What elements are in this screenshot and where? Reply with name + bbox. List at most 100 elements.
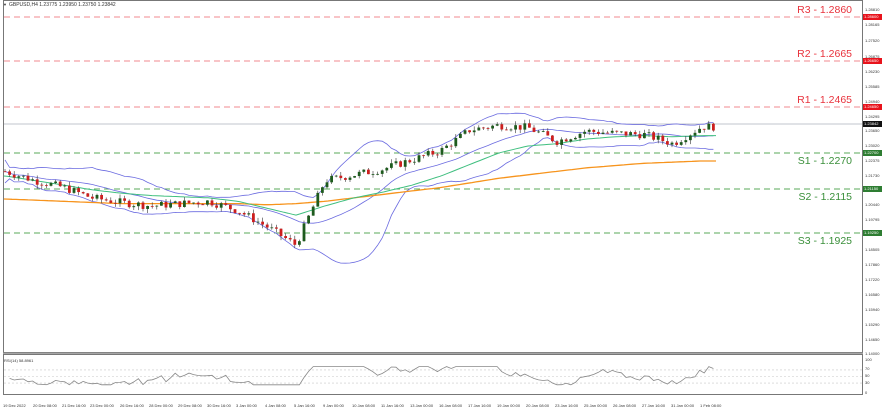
candle-body [574,137,577,140]
candle-body [468,130,471,133]
candle-body [288,238,292,240]
time-tick: 5 Jan 16:00 [294,403,315,408]
candle-body [615,130,619,132]
rsi-tick: 50 [865,373,870,378]
candle-body [500,124,504,130]
candle-body [698,128,701,133]
candle-body [91,196,94,199]
candle-body [339,175,343,179]
candle-body [206,200,209,205]
candle-body [233,209,237,213]
candle-body [270,227,274,229]
candle-body [652,132,655,140]
candle-body [707,123,711,130]
time-tick: 31 Jan 00:00 [671,403,695,408]
price-tag: 1.19250 [863,230,882,236]
price-tick: 1.22375 [865,158,880,163]
candle-body [261,221,264,225]
candle-body [201,204,205,206]
candle-body [178,201,182,208]
candle-body [505,129,508,131]
candle-body [495,124,499,126]
candle-body [127,200,131,208]
candle-body [693,132,697,136]
price-tick: 1.18505 [865,247,880,252]
candle-body [307,215,310,224]
candle-body [555,141,559,145]
candle-body [49,182,53,186]
candle-body [229,204,232,210]
collapse-arrow-icon[interactable]: ▼ [3,2,7,7]
level-label-r3: R3 - 1.2860 [797,4,852,16]
candle-body [224,203,228,205]
candle-body [551,135,554,142]
time-tick: 25 Jan 00:00 [584,403,608,408]
candle-body [413,161,416,163]
candle-body [601,132,605,134]
price-tick: 1.17220 [865,277,880,282]
candle-body [265,224,269,228]
level-label-r2: R2 - 1.2665 [797,48,852,60]
candle-body [26,175,30,181]
candle-body [385,167,389,171]
candle-body [357,171,361,177]
symbol-ohlc: GBPUSD,H4 1.23775 1.23950 1.23750 1.2384… [8,2,116,8]
candle-body [564,139,568,142]
candle-body [449,145,453,147]
candle-body [54,181,57,183]
time-tick: 11 Jan 16:00 [381,403,404,408]
candle-body [95,194,99,199]
candle-body [330,175,333,183]
candle-body [417,155,421,162]
candle-body [666,141,669,145]
level-label-s3: S3 - 1.1925 [797,235,852,247]
candle-body [587,129,591,132]
candle-body [643,132,646,139]
candle-body [3,171,7,173]
time-tick: 27 Jan 16:00 [642,403,666,408]
candle-body [17,176,21,178]
candle-body [348,177,352,180]
candle-body [353,176,356,178]
candle-body [141,202,145,209]
rsi-tick: 0 [865,390,868,395]
candle-body [486,128,490,129]
candle-body [187,200,191,203]
candle-body [592,129,596,132]
candle-body [629,132,632,136]
time-tick: 20 Jan 08:00 [526,403,550,408]
candle-body [610,130,614,133]
candle-body [702,128,706,130]
price-tick: 1.20440 [865,202,880,207]
level-label-r1: R1 - 1.2465 [797,94,852,106]
candle-body [31,179,34,181]
candle-body [532,127,536,132]
candle-body [150,205,154,207]
candle-body [647,132,651,134]
time-tick: 26 Dec 16:00 [120,403,144,408]
candle-body [183,200,186,208]
candle-body [81,192,85,194]
bb-middle-line [4,128,714,224]
candle-body [247,213,251,215]
candle-body [86,193,90,197]
price-tick: 1.25585 [865,84,880,89]
candle-body [40,184,44,186]
time-tick: 17 Jan 16:00 [468,403,492,408]
level-label-s2: S2 - 1.2115 [798,191,852,203]
candle-body [436,154,439,156]
price-tick: 1.14000 [865,351,880,356]
time-tick: 30 Dec 16:00 [207,403,231,408]
candle-body [72,188,76,193]
candle-body [426,150,430,156]
candle-body [689,135,692,141]
candle-body [399,161,402,167]
price-tick: 1.23650 [865,128,880,133]
candle-body [459,133,462,138]
candle-body [302,223,306,242]
price-tick: 1.15940 [865,307,880,312]
candle-body [620,131,623,133]
candle-body [477,127,481,131]
